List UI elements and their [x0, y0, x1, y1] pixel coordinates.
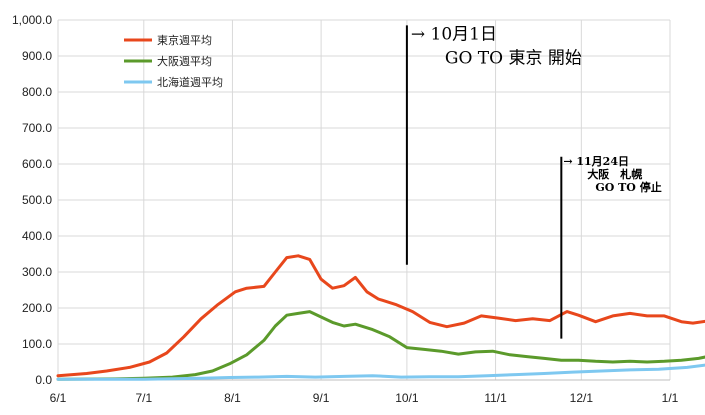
series-line — [56, 310, 705, 381]
legend-label: 大阪週平均 — [157, 54, 212, 68]
y-tick-label: 600.0 — [22, 157, 52, 171]
gridlines — [57, 19, 671, 381]
x-tick-label: 12/1 — [570, 391, 594, 405]
series-line — [56, 254, 705, 378]
y-tick-label: 100.0 — [22, 337, 52, 351]
x-tick-label: 11/1 — [484, 391, 507, 405]
series-line — [56, 363, 705, 381]
y-tick-label: 700.0 — [22, 121, 52, 135]
annotation-text: → 11月24日 — [563, 155, 629, 168]
x-tick-label: 1/1 — [662, 391, 679, 405]
annotation-text: → 10月1日 — [411, 24, 497, 44]
x-tick-label: 8/1 — [224, 391, 241, 405]
annotation-text: 大阪 札幌 — [587, 167, 642, 181]
y-tick-label: 1,000.0 — [12, 13, 52, 27]
x-tick-label: 9/1 — [313, 391, 330, 405]
y-tick-label: 800.0 — [22, 85, 52, 99]
series-lines — [56, 254, 705, 381]
y-tick-label: 500.0 — [22, 193, 52, 207]
legend-label: 東京週平均 — [157, 33, 212, 47]
annotation-text: GO TO 停止 — [595, 180, 661, 194]
x-tick-label: 6/1 — [50, 391, 67, 405]
axes: 0.0 100.0 200.0 300.0 400.0 500.0 600.0 700.0 80… — [12, 13, 679, 405]
x-tick-label: 10/1 — [395, 391, 419, 405]
annotation-text: GO TO 東京 開始 — [445, 48, 582, 68]
y-tick-label: 300.0 — [22, 265, 52, 279]
y-tick-label: 900.0 — [22, 49, 52, 63]
y-tick-label: 400.0 — [22, 229, 52, 243]
x-tick-label: 7/1 — [135, 391, 152, 405]
legend-label: 北海道週平均 — [157, 75, 223, 89]
y-tick-label: 200.0 — [22, 301, 52, 315]
y-tick-label: 0.0 — [35, 373, 52, 387]
